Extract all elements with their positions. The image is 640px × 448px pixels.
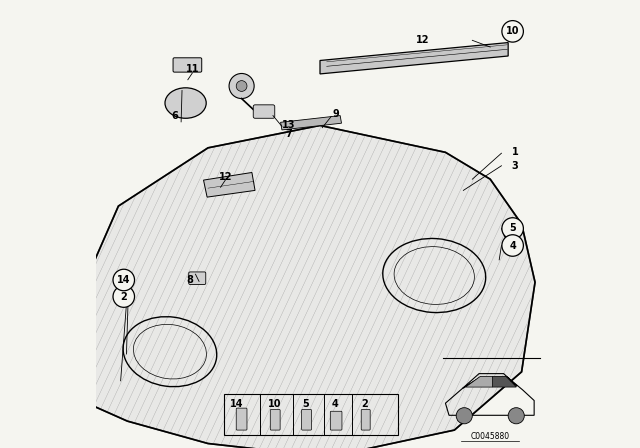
Text: 4: 4	[332, 399, 339, 409]
Text: 8: 8	[187, 275, 193, 285]
Text: 5: 5	[302, 399, 309, 409]
Circle shape	[113, 269, 134, 291]
FancyBboxPatch shape	[189, 272, 206, 284]
Polygon shape	[466, 376, 493, 387]
Text: 5: 5	[509, 224, 516, 233]
Text: 3: 3	[511, 161, 518, 171]
Circle shape	[456, 408, 472, 424]
Text: 9: 9	[332, 109, 339, 119]
Polygon shape	[280, 116, 342, 130]
Text: 7: 7	[285, 129, 292, 139]
Text: 14: 14	[117, 275, 131, 285]
FancyBboxPatch shape	[330, 411, 342, 430]
Circle shape	[113, 286, 134, 307]
FancyBboxPatch shape	[301, 409, 312, 430]
FancyBboxPatch shape	[270, 409, 280, 430]
Text: 2: 2	[120, 292, 127, 302]
Ellipse shape	[165, 88, 206, 118]
Bar	[224, 394, 398, 435]
Text: 14: 14	[230, 399, 244, 409]
Polygon shape	[493, 376, 516, 387]
Polygon shape	[204, 172, 255, 197]
Text: 12: 12	[416, 35, 430, 45]
Circle shape	[236, 81, 247, 91]
Circle shape	[229, 73, 254, 99]
FancyBboxPatch shape	[253, 105, 275, 118]
FancyBboxPatch shape	[173, 58, 202, 72]
Polygon shape	[320, 43, 508, 74]
Circle shape	[508, 408, 524, 424]
Text: 13: 13	[282, 121, 296, 130]
Text: 1: 1	[511, 147, 518, 157]
Text: C0045880: C0045880	[470, 432, 510, 441]
Circle shape	[502, 21, 524, 42]
Text: 10: 10	[506, 26, 520, 36]
Text: 11: 11	[186, 65, 199, 74]
FancyBboxPatch shape	[361, 409, 370, 430]
Circle shape	[502, 218, 524, 239]
Text: 6: 6	[171, 112, 178, 121]
Text: 10: 10	[268, 399, 281, 409]
FancyBboxPatch shape	[236, 408, 247, 430]
Circle shape	[502, 235, 524, 256]
Text: 4: 4	[509, 241, 516, 250]
Text: 12: 12	[219, 172, 233, 182]
Text: 2: 2	[362, 399, 368, 409]
Polygon shape	[87, 125, 535, 448]
